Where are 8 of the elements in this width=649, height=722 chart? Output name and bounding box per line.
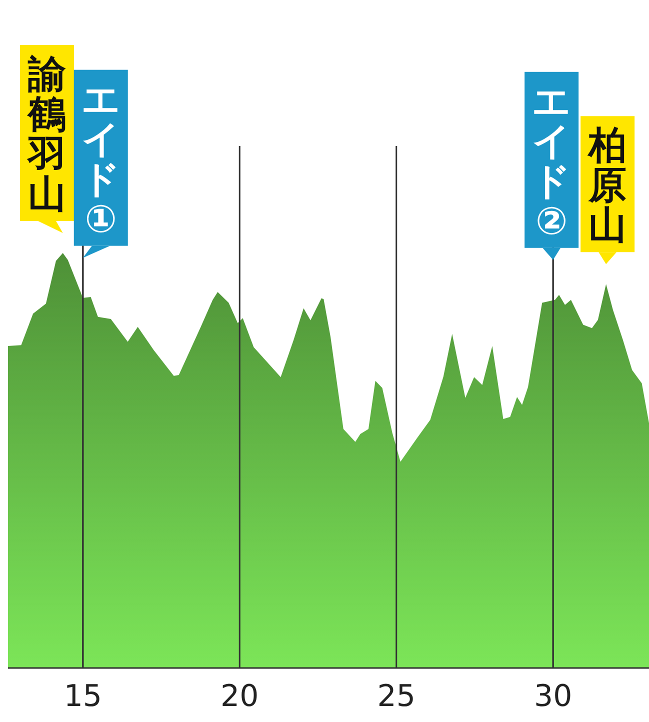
x-tick-label: 20	[220, 679, 259, 714]
annotation: 柏原山	[586, 123, 627, 248]
x-tick-label: 30	[534, 679, 572, 714]
x-tick-label: 25	[377, 679, 416, 714]
annotation: 諭鶴羽山	[26, 52, 66, 216]
annotation: エイド②	[532, 78, 572, 243]
annotation: エイド①	[81, 76, 120, 241]
x-tick-label: 15	[64, 679, 102, 714]
